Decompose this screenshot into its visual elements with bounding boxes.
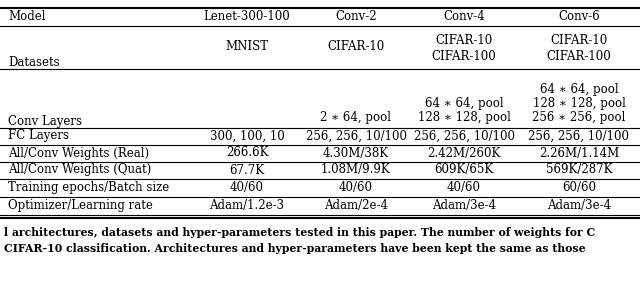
Text: 256 ∗ 256, pool: 256 ∗ 256, pool [532,111,626,124]
Text: CIFAR-10: CIFAR-10 [550,34,607,48]
Text: 256, 256, 10/100: 256, 256, 10/100 [305,129,406,143]
Text: 40/60: 40/60 [339,181,373,195]
Text: 64 ∗ 64, pool: 64 ∗ 64, pool [540,83,618,96]
Text: Adam/1.2e-3: Adam/1.2e-3 [209,200,285,213]
Text: 128 ∗ 128, pool: 128 ∗ 128, pool [417,111,511,124]
Text: 256, 256, 10/100: 256, 256, 10/100 [413,129,515,143]
Text: All/Conv Weights (Real): All/Conv Weights (Real) [8,146,149,160]
Text: 40/60: 40/60 [447,181,481,195]
Text: Conv-2: Conv-2 [335,11,377,24]
Text: All/Conv Weights (Quat): All/Conv Weights (Quat) [8,163,151,176]
Text: Adam/3e-4: Adam/3e-4 [432,200,496,213]
Text: Adam/2e-4: Adam/2e-4 [324,200,388,213]
Text: 569K/287K: 569K/287K [546,163,612,176]
Text: CIFAR-100: CIFAR-100 [431,51,497,64]
Text: Conv-4: Conv-4 [443,11,485,24]
Text: 2.42M/260K: 2.42M/260K [428,146,500,160]
Text: Conv-6: Conv-6 [558,11,600,24]
Text: Datasets: Datasets [8,56,60,69]
Text: CIFAR-10 classification. Architectures and hyper-parameters have been kept the s: CIFAR-10 classification. Architectures a… [4,243,586,253]
Text: 266.6K: 266.6K [226,146,268,160]
Text: l architectures, datasets and hyper-parameters tested in this paper. The number : l architectures, datasets and hyper-para… [4,228,595,238]
Text: 64 ∗ 64, pool: 64 ∗ 64, pool [425,98,503,111]
Text: 256, 256, 10/100: 256, 256, 10/100 [529,129,630,143]
Text: 67.7K: 67.7K [229,163,264,176]
Text: Optimizer/Learning rate: Optimizer/Learning rate [8,200,153,213]
Text: Lenet-300-100: Lenet-300-100 [204,11,291,24]
Text: 1.08M/9.9K: 1.08M/9.9K [321,163,391,176]
Text: 2 ∗ 64, pool: 2 ∗ 64, pool [321,111,392,124]
Text: Model: Model [8,11,45,24]
Text: 40/60: 40/60 [230,181,264,195]
Text: Adam/3e-4: Adam/3e-4 [547,200,611,213]
Text: Conv Layers: Conv Layers [8,116,82,128]
Text: 2.26M/1.14M: 2.26M/1.14M [539,146,619,160]
Text: 609K/65K: 609K/65K [435,163,493,176]
Text: CIFAR-100: CIFAR-100 [547,51,611,64]
Text: CIFAR-10: CIFAR-10 [328,41,385,54]
Text: 4.30M/38K: 4.30M/38K [323,146,389,160]
Text: 60/60: 60/60 [562,181,596,195]
Text: FC Layers: FC Layers [8,129,69,143]
Text: MNIST: MNIST [225,41,269,54]
Text: CIFAR-10: CIFAR-10 [435,34,493,48]
Text: 128 ∗ 128, pool: 128 ∗ 128, pool [532,98,625,111]
Text: 300, 100, 10: 300, 100, 10 [210,129,284,143]
Text: Training epochs/Batch size: Training epochs/Batch size [8,181,169,195]
